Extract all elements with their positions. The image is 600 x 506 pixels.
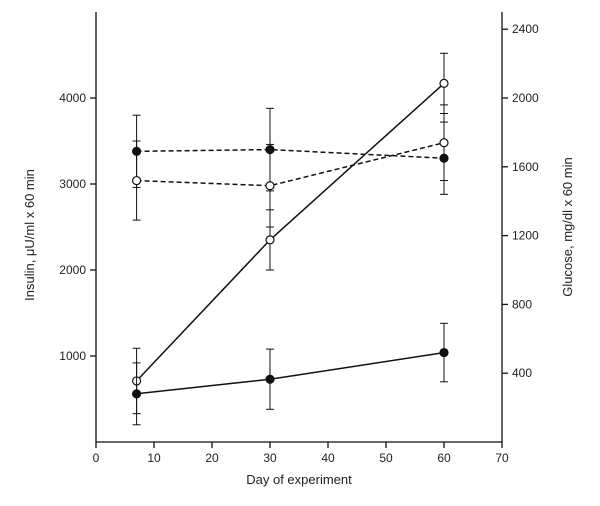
series-line [136,82,445,382]
series-line [136,148,445,159]
axes: 0 10 20 30 40 50 60 70 1000 2000 3000 4000 400 800 120… [59,12,539,465]
data-point [132,389,142,399]
y-left-tick-label: 2000 [59,263,86,277]
y-left-tick-label: 3000 [59,177,86,191]
x-tick-label: 50 [379,451,393,465]
y-right-tick-label: 1600 [512,160,539,174]
series-line [136,141,445,187]
x-tick-label: 10 [147,451,161,465]
data-point [439,347,449,358]
y-right-tick-label: 1200 [512,229,539,243]
y-right-tick-label: 800 [512,297,532,311]
data-point [265,374,275,384]
y-axis-right-label: Glucose, mg/dl x 60 min [560,157,575,296]
x-axis-label: Day of experiment [246,472,352,487]
series-4 [132,104,449,228]
y-right-tick-label: 400 [512,366,532,380]
series-group [132,52,449,426]
series-2 [132,322,449,426]
x-tick-label: 20 [205,451,219,465]
series-line [136,351,445,395]
data-point [132,175,142,186]
y-right-tick-label: 2000 [512,91,539,105]
y-right-tick-label: 2400 [512,22,539,36]
y-axis-left-label: Insulin, μU/ml x 60 min [22,169,37,301]
x-tick-label: 0 [93,451,100,465]
x-tick-label: 70 [495,451,509,465]
y-left-tick-label: 1000 [59,349,86,363]
x-tick-label: 30 [263,451,277,465]
data-point [439,78,449,88]
y-left-tick-label: 4000 [59,91,86,105]
data-point [439,138,449,148]
data-point [265,181,275,191]
x-tick-label: 60 [437,451,451,465]
data-point [265,235,275,245]
x-tick-label: 40 [321,451,335,465]
